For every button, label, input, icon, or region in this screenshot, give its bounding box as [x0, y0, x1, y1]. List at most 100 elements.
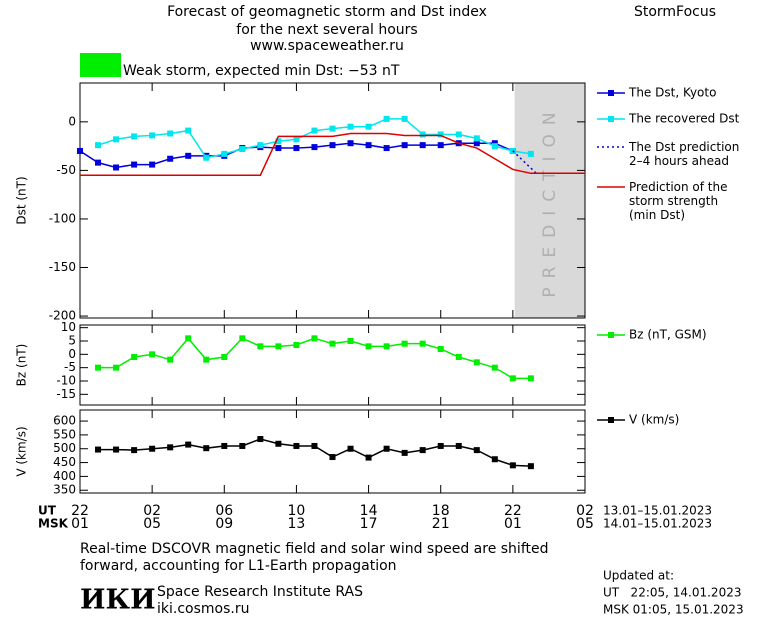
y-tick-label: 450 — [53, 455, 76, 469]
y-tick-label: 5 — [68, 334, 76, 348]
data-point — [221, 354, 228, 360]
data-point — [293, 342, 300, 348]
legend-label: The Dst, Kyoto — [628, 86, 716, 100]
y-axis-label: V (km/s) — [15, 426, 29, 476]
data-point — [365, 454, 372, 461]
data-point — [491, 364, 498, 371]
y-tick-label: -15 — [56, 387, 76, 401]
data-point — [455, 442, 462, 449]
msk-tick-label: 01 — [71, 516, 89, 532]
status-swatch — [80, 53, 121, 77]
data-point — [329, 142, 336, 149]
data-point — [239, 442, 246, 449]
y-tick-label: 500 — [53, 441, 76, 455]
legend-marker — [608, 90, 614, 96]
plot-frame — [79, 324, 586, 406]
data-point — [185, 441, 192, 448]
data-point — [293, 442, 300, 449]
data-point — [527, 150, 534, 157]
x-tick-label: 22 — [71, 503, 89, 519]
y-tick-label: -5 — [64, 360, 76, 374]
msk-tick-label: 05 — [143, 516, 161, 532]
data-point — [437, 131, 444, 138]
data-point — [383, 343, 390, 350]
data-point — [239, 335, 246, 342]
series-line — [80, 132, 585, 177]
data-point — [275, 343, 282, 350]
legend-label: Bz (nT, GSM) — [629, 328, 707, 342]
data-point — [113, 446, 120, 453]
data-point — [221, 442, 228, 449]
prediction-label: PREDICTION — [540, 103, 560, 297]
data-point — [149, 132, 156, 139]
data-point — [113, 364, 120, 371]
data-point — [347, 123, 354, 130]
data-point — [473, 140, 480, 147]
x-tick-label: 18 — [432, 503, 450, 519]
data-point — [491, 143, 498, 150]
footer-note: forward, accounting for L1-Earth propaga… — [80, 558, 397, 574]
data-point — [221, 150, 228, 157]
data-point — [203, 445, 210, 452]
data-point — [365, 123, 372, 130]
data-point — [329, 454, 336, 461]
msk-range: 14.01–15.01.2023 — [603, 517, 712, 531]
data-point — [383, 445, 390, 452]
msk-tick-label: 05 — [576, 516, 594, 532]
site[interactable]: iki.cosmos.ru — [157, 601, 249, 617]
data-point — [347, 445, 354, 452]
data-point — [275, 138, 282, 145]
data-point — [95, 142, 102, 149]
data-point — [131, 161, 138, 168]
data-point — [257, 436, 264, 443]
data-point — [185, 152, 192, 159]
y-tick-label: 400 — [53, 469, 76, 483]
data-point — [437, 442, 444, 449]
legend-label: The recovered Dst — [628, 112, 740, 126]
data-point — [509, 375, 516, 382]
data-point — [311, 442, 318, 449]
data-point — [437, 142, 444, 149]
data-point — [491, 456, 498, 463]
legend-label: Prediction of the storm strength (min Dst) — [629, 180, 728, 222]
data-point — [383, 145, 390, 152]
data-point — [275, 145, 282, 152]
y-tick-label: -50 — [56, 163, 76, 177]
data-point — [401, 449, 408, 456]
data-point — [293, 136, 300, 143]
x-tick-label: 14 — [360, 503, 378, 519]
y-tick-label: 550 — [53, 427, 76, 441]
y-tick-label: 0 — [68, 347, 76, 361]
data-point — [131, 133, 138, 140]
legend-label: V (km/s) — [629, 413, 679, 427]
msk-tick-label: 01 — [504, 516, 522, 532]
status-text: Weak storm, expected min Dst: −53 nT — [123, 63, 400, 79]
plot-frame — [79, 82, 586, 319]
data-point — [527, 375, 534, 382]
data-point — [347, 140, 354, 147]
x-tick-label: 06 — [215, 503, 233, 519]
msk-tick-label: 17 — [360, 516, 378, 532]
title-line: www.spaceweather.ru — [250, 38, 404, 54]
data-point — [149, 161, 156, 168]
msk-tick-label: 09 — [215, 516, 233, 532]
y-tick-label: 350 — [53, 483, 76, 497]
updated-msk: MSK 01:05, 15.01.2023 — [603, 603, 744, 617]
data-point — [293, 145, 300, 152]
legend-marker — [608, 116, 614, 122]
data-point — [311, 144, 318, 151]
msk-tick-label: 21 — [432, 516, 450, 532]
x-tick-label: 02 — [576, 503, 594, 519]
data-point — [473, 135, 480, 142]
data-point — [203, 154, 210, 161]
data-point — [113, 164, 120, 171]
y-tick-label: -200 — [49, 309, 76, 323]
y-tick-label: -100 — [49, 211, 76, 225]
data-point — [95, 364, 102, 371]
data-point — [527, 463, 534, 470]
data-point — [257, 343, 264, 350]
ut-label: UT — [38, 504, 57, 518]
updated-label: Updated at: — [603, 569, 674, 583]
data-point — [95, 159, 102, 166]
